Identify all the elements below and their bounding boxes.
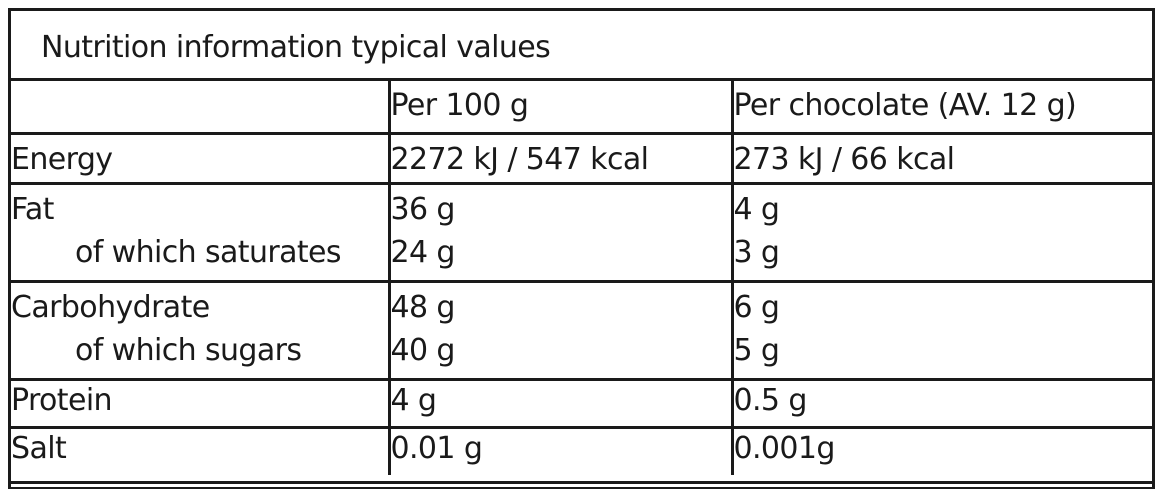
row-per-chocolate: 5 g	[730, 331, 1152, 381]
table-title-cell: Nutrition information typical values	[11, 11, 1152, 81]
row-per-chocolate: 0.5 g	[730, 379, 1152, 429]
row-per-100g: 0.01 g	[387, 427, 732, 475]
row-per-chocolate: 3 g	[730, 233, 1152, 283]
header-row: Per 100 g Per chocolate (AV. 12 g)	[11, 81, 1152, 135]
row-label: Fat	[11, 191, 54, 227]
row-per-100g: 48 g	[387, 281, 732, 331]
row-per-100g: 24 g	[387, 233, 732, 283]
row-per-100g: 2272 kJ / 547 kcal	[387, 133, 732, 185]
table-row-energy: Energy 2272 kJ / 547 kcal 273 kJ / 66 kc…	[11, 133, 1152, 185]
table-title: Nutrition information typical values	[41, 30, 551, 65]
header-per-chocolate: Per chocolate (AV. 12 g)	[730, 81, 1152, 135]
row-per-chocolate: 0.001g	[730, 427, 1152, 475]
table-bottom-rule-double	[8, 487, 1155, 489]
nutrition-table-frame: Nutrition information typical values Per…	[8, 8, 1155, 488]
row-per-100g: 40 g	[387, 331, 732, 381]
row-per-100g: 36 g	[387, 183, 732, 233]
row-label: of which sugars	[11, 331, 389, 381]
row-label: Salt	[11, 430, 67, 466]
row-per-chocolate: 4 g	[730, 183, 1152, 233]
row-label: of which saturates	[11, 233, 389, 283]
table-row-protein: Protein 4 g 0.5 g	[11, 379, 1152, 429]
row-label: Protein	[11, 379, 389, 429]
table-row-sugars: of which sugars 40 g 5 g	[11, 331, 1152, 381]
header-per-100g: Per 100 g	[387, 81, 732, 135]
row-per-chocolate: 6 g	[730, 281, 1152, 331]
table-row-fat: Fat 36 g 4 g	[11, 183, 1152, 233]
header-label-cell	[11, 81, 389, 135]
table-row-saturates: of which saturates 24 g 3 g	[11, 233, 1152, 283]
row-label: Carbohydrate	[11, 289, 210, 325]
table-row-salt: Salt 0.01 g 0.001g	[11, 427, 1152, 475]
table-row-carbohydrate: Carbohydrate 48 g 6 g	[11, 281, 1152, 331]
row-label: Energy	[11, 133, 389, 185]
nutrition-table: Per 100 g Per chocolate (AV. 12 g) Energ…	[11, 81, 1152, 475]
row-per-chocolate: 273 kJ / 66 kcal	[730, 133, 1152, 185]
row-per-100g: 4 g	[387, 379, 732, 429]
table-bottom-rule	[8, 481, 1155, 484]
